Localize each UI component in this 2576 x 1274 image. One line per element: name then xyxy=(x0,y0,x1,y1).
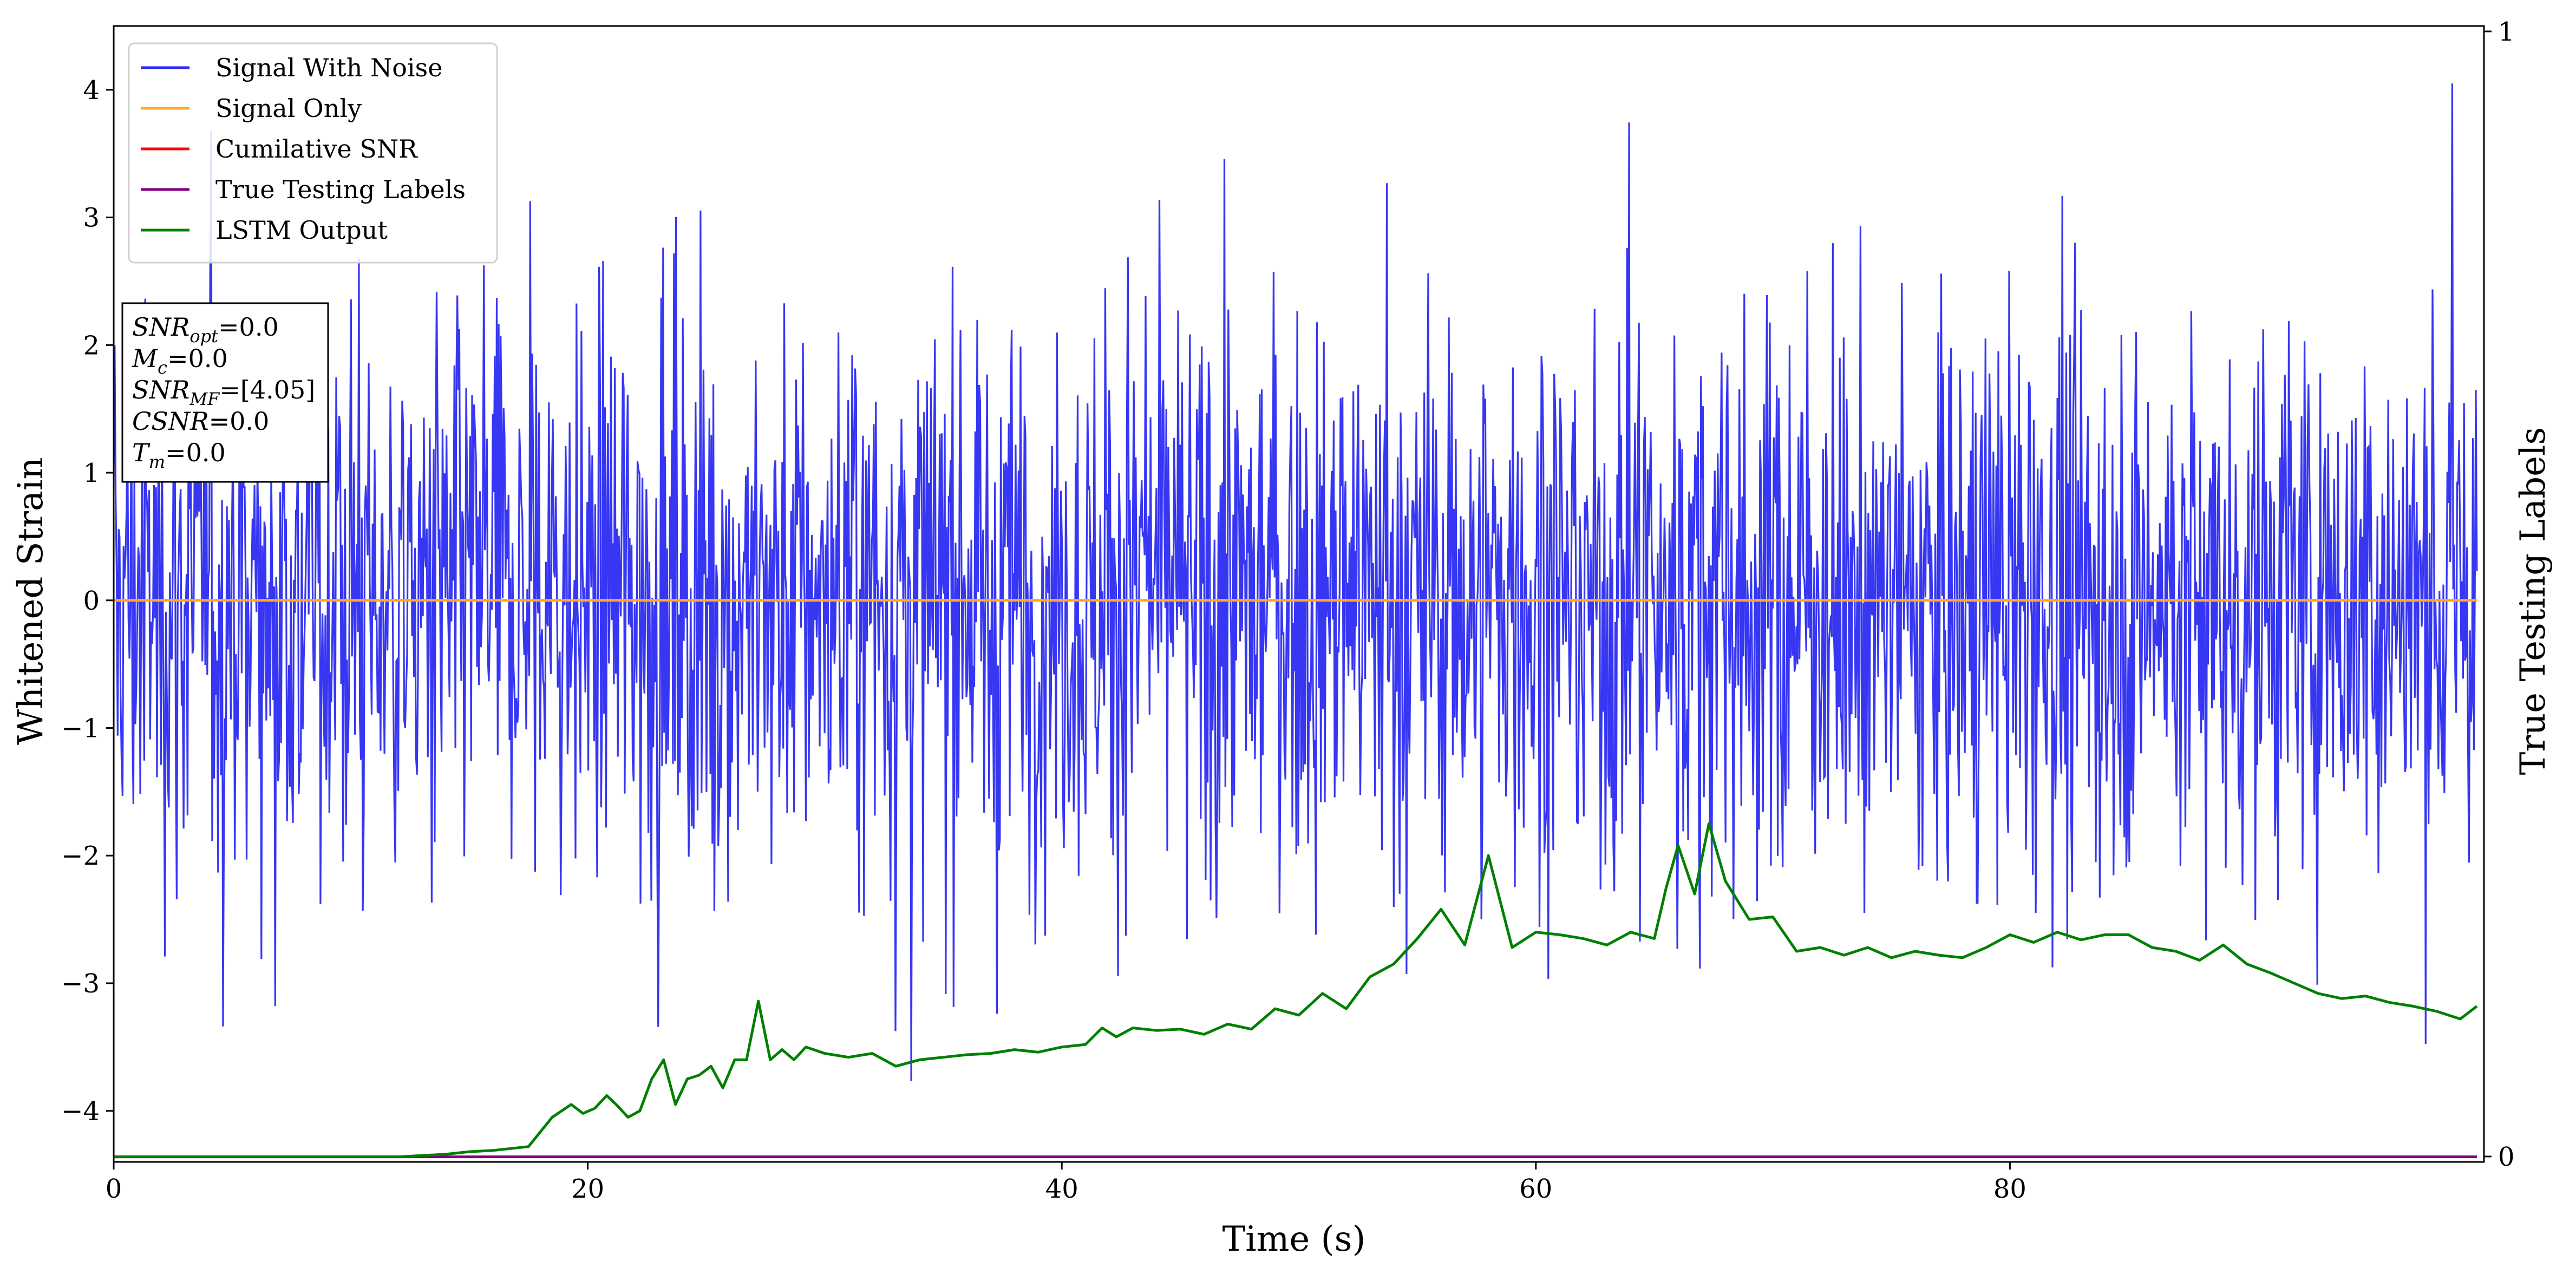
y2-axis: 01 xyxy=(2484,17,2515,1172)
y-axis-title: Whitened Strain xyxy=(11,457,51,744)
annotation-frame xyxy=(121,302,329,483)
legend-label: Cumilative SNR xyxy=(215,134,418,164)
line-series xyxy=(114,599,2478,1159)
legend-label: True Testing Labels xyxy=(215,175,466,204)
noise-series xyxy=(114,83,2478,1082)
x-tick-label: 80 xyxy=(1993,1174,2026,1204)
x-tick-label: 40 xyxy=(1045,1174,1078,1204)
y-tick-label: 3 xyxy=(83,203,100,233)
y-axis: −4 −3 −2 −1 0 1 2 3 4 xyxy=(61,75,114,1127)
y-tick-label: 0 xyxy=(83,586,100,616)
annotation-line: Mc=0.0 xyxy=(132,344,228,378)
y2-axis-title: True Testing Labels xyxy=(2513,427,2553,775)
legend-box xyxy=(128,42,498,264)
legend: Signal With Noise Signal Only Cumilative S… xyxy=(128,42,498,264)
y-tick-label: −4 xyxy=(61,1096,100,1127)
legend-label: Signal With Noise xyxy=(215,53,442,82)
y-tick-label: −3 xyxy=(61,969,100,999)
x-axis-title: Time (s) xyxy=(1222,1219,1366,1259)
series-signal-with-noise xyxy=(114,83,2478,1082)
plot-frame xyxy=(113,25,2485,1163)
x-axis: 0 20 40 60 80 xyxy=(106,1162,2026,1204)
y2-tick-label: 1 xyxy=(2498,17,2515,47)
plot-area xyxy=(113,25,2485,1163)
y2-tick-label: 0 xyxy=(2498,1142,2515,1172)
annotation-line: SNRMF=[4.05] xyxy=(132,375,315,409)
series-lstm-output xyxy=(114,822,2478,1159)
y-tick-label: 1 xyxy=(83,458,100,488)
annotation-line: SNRopt=0.0 xyxy=(132,312,279,347)
parameter-annotation-box: SNRopt=0.0Mc=0.0SNRMF=[4.05]CSNR=0.0Tm=0… xyxy=(121,302,329,483)
legend-label: Signal Only xyxy=(215,94,362,123)
x-tick-label: 0 xyxy=(106,1174,122,1204)
x-tick-label: 20 xyxy=(571,1174,604,1204)
annotation-line: CSNR=0.0 xyxy=(132,407,269,436)
y-tick-label: −2 xyxy=(61,841,100,871)
legend-label: LSTM Output xyxy=(215,215,388,245)
x-tick-label: 60 xyxy=(1519,1174,1552,1204)
y-tick-label: 2 xyxy=(83,330,100,361)
annotation-line: Tm=0.0 xyxy=(132,438,226,472)
y-tick-label: 4 xyxy=(83,75,100,106)
y-tick-label: −1 xyxy=(61,714,100,744)
